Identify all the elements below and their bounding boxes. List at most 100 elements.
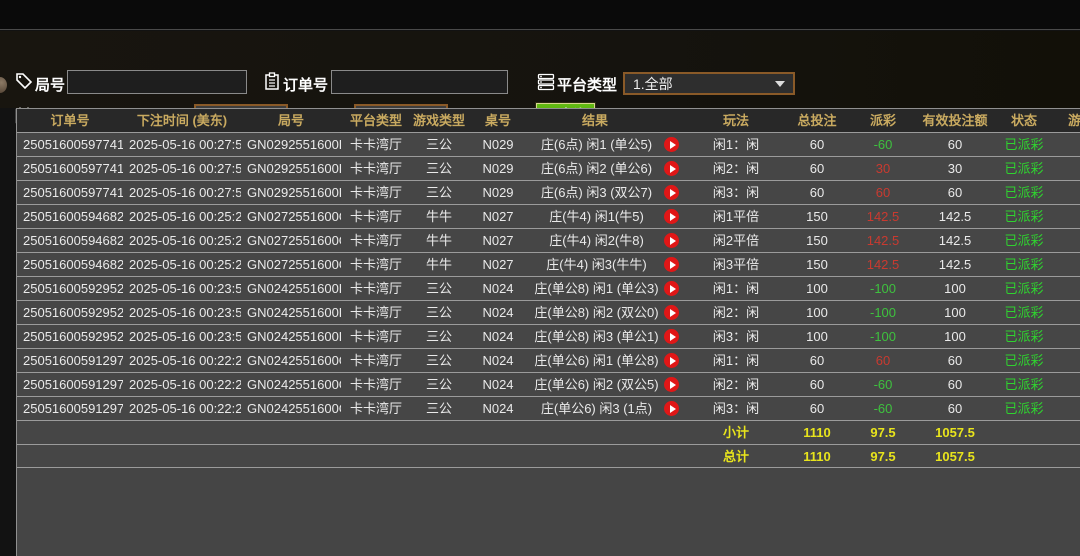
replay-button[interactable] [664, 137, 679, 152]
result-text: 庄(单公6) 闲2 (双公5) [534, 377, 659, 392]
table-row[interactable]: 250516005929522 2025-05-16 00:23:51 GN02… [17, 276, 1080, 300]
cell-play-type: 闲3：闲 [712, 185, 760, 200]
table-row[interactable]: 250516005912975 2025-05-16 00:22:24 GN02… [17, 348, 1080, 372]
table-row[interactable]: 250516005977410 2025-05-16 00:27:58 GN02… [17, 180, 1080, 204]
table-row[interactable]: 250516005929521 2025-05-16 00:23:51 GN02… [17, 300, 1080, 324]
replay-button[interactable] [664, 401, 679, 416]
grand-total-row: 总计 1110 97.5 1057.5 [17, 444, 1080, 468]
cell-order-id: 250516005929521 [23, 305, 123, 320]
cell-order-id: 250516005912973 [23, 401, 123, 416]
header-result: 结果 [581, 113, 608, 128]
cell-result: 庄(6点) 闲2 (单公6) [529, 157, 691, 180]
cell-table-no: N024 [482, 353, 514, 368]
table-row[interactable]: 250516005977413 2025-05-16 00:27:58 GN02… [17, 132, 1080, 156]
replay-button[interactable] [664, 257, 679, 272]
table-header-row: 订单号 下注时间 (美东) 局号 平台类型 游戏类型 桌号 结果 玩法 总投注 … [17, 109, 1080, 132]
header-order-id: 订单号 [50, 113, 90, 128]
replay-button[interactable] [664, 305, 679, 320]
cell-order-id: 250516005977413 [23, 137, 123, 152]
cell-game-type: 牛牛 [425, 257, 452, 272]
table-row[interactable]: 250516005946820 2025-05-16 00:25:20 GN02… [17, 252, 1080, 276]
play-icon [669, 332, 676, 341]
table-row[interactable]: 250516005912974 2025-05-16 00:22:24 GN02… [17, 372, 1080, 396]
cell-result: 庄(单公8) 闲3 (单公1) [529, 325, 691, 348]
round-id-input[interactable] [67, 70, 247, 94]
order-id-input[interactable] [331, 70, 508, 94]
table-row[interactable]: 250516005946821 2025-05-16 00:25:20 GN02… [17, 228, 1080, 252]
cell-play-type: 闲1平倍 [712, 209, 760, 224]
subtotal-label: 小计 [722, 425, 749, 440]
platform-list-icon [537, 73, 555, 91]
replay-button[interactable] [664, 161, 679, 176]
cell-result: 庄(单公8) 闲1 (单公3) [529, 277, 691, 300]
cell-game-type: 牛牛 [425, 233, 452, 248]
cell-status: 已派彩 [1004, 377, 1044, 392]
table-row[interactable]: 250516005946822 2025-05-16 00:25:20 GN02… [17, 204, 1080, 228]
table-row[interactable]: 250516005912973 2025-05-16 00:22:24 GN02… [17, 396, 1080, 420]
cell-payout: -60 [873, 377, 893, 392]
table-row[interactable]: 250516005977412 2025-05-16 00:27:58 GN02… [17, 156, 1080, 180]
cell-total-bet: 60 [809, 377, 825, 392]
cell-game-type: 三公 [425, 137, 452, 152]
cell-valid-bet: 60 [947, 185, 963, 200]
replay-button[interactable] [664, 209, 679, 224]
play-icon [669, 188, 676, 197]
cell-platform: 卡卡湾厅 [349, 377, 402, 392]
table-row[interactable]: 250516005929520 2025-05-16 00:23:51 GN02… [17, 324, 1080, 348]
cell-round-id: GN0242551600H [247, 329, 341, 344]
cell-total-bet: 60 [809, 353, 825, 368]
clipboard-icon [263, 72, 281, 90]
table-body: 250516005977413 2025-05-16 00:27:58 GN02… [17, 132, 1080, 420]
replay-button[interactable] [664, 329, 679, 344]
cell-bet-time: 2025-05-16 00:23:51 [129, 329, 241, 344]
subtotal-empty [1051, 421, 1080, 444]
platform-type-select[interactable]: 1.全部 [623, 72, 795, 95]
cell-total-bet: 150 [806, 209, 828, 224]
cell-status: 已派彩 [1004, 233, 1044, 248]
header-platform: 平台类型 [349, 113, 402, 128]
cell-payout: 60 [875, 185, 891, 200]
cell-valid-bet: 100 [944, 281, 966, 296]
cell-game [1051, 277, 1080, 300]
cell-payout: -60 [873, 401, 893, 416]
result-text: 庄(单公8) 闲3 (单公1) [534, 329, 659, 344]
result-text: 庄(单公6) 闲3 (1点) [540, 401, 653, 416]
grand-total-payout: 97.5 [870, 449, 896, 464]
play-icon [669, 404, 676, 413]
replay-button[interactable] [664, 377, 679, 392]
cell-game [1051, 397, 1080, 420]
cell-table-no: N024 [482, 281, 514, 296]
cell-status: 已派彩 [1004, 137, 1044, 152]
cell-game [1051, 133, 1080, 156]
chevron-down-icon [775, 80, 785, 87]
replay-button[interactable] [664, 185, 679, 200]
cell-result: 庄(单公6) 闲1 (单公8) [529, 349, 691, 372]
cell-total-bet: 150 [806, 257, 828, 272]
header-bet-time: 下注时间 (美东) [136, 113, 228, 128]
cell-play-type: 闲1：闲 [712, 281, 760, 296]
cell-platform: 卡卡湾厅 [349, 185, 402, 200]
cell-game-type: 牛牛 [425, 209, 452, 224]
replay-button[interactable] [664, 281, 679, 296]
grand-total-empty [997, 445, 1051, 467]
cell-payout: -100 [869, 281, 897, 296]
cell-status: 已派彩 [1004, 185, 1044, 200]
tag-icon [15, 72, 33, 90]
replay-button[interactable] [664, 233, 679, 248]
platform-type-value: 1.全部 [633, 75, 673, 92]
replay-button[interactable] [664, 353, 679, 368]
cell-table-no: N024 [482, 401, 514, 416]
cell-round-id: GN0272551600G [247, 233, 341, 248]
cell-result: 庄(6点) 闲3 (双公7) [529, 181, 691, 204]
grand-total-label: 总计 [722, 449, 749, 464]
panel-handle-decoration [0, 77, 7, 93]
cell-play-type: 闲3：闲 [712, 401, 760, 416]
cell-play-type: 闲2平倍 [712, 233, 760, 248]
subtotal-row: 小计 1110 97.5 1057.5 [17, 420, 1080, 444]
cell-round-id: GN0242551600G [247, 401, 341, 416]
cell-bet-time: 2025-05-16 00:22:24 [129, 353, 241, 368]
cell-valid-bet: 60 [947, 137, 963, 152]
cell-total-bet: 60 [809, 185, 825, 200]
cell-order-id: 250516005977412 [23, 161, 123, 176]
cell-total-bet: 100 [806, 329, 828, 344]
